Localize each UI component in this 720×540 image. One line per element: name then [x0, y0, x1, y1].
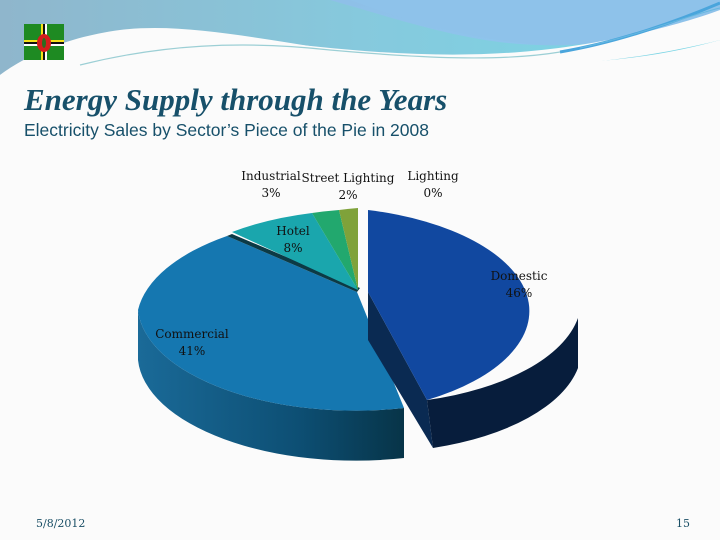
label-value: 8% — [283, 241, 303, 255]
slice-street-lighting — [339, 208, 358, 290]
label-industrial: Industrial 3% — [241, 168, 300, 202]
label-hotel: Hotel 8% — [276, 223, 309, 257]
slice-commercial-side — [138, 310, 404, 461]
label-value: 3% — [261, 186, 281, 200]
label-value: 0% — [423, 186, 443, 200]
label-lighting: Lighting 0% — [407, 168, 458, 202]
slice-domestic-side — [368, 292, 433, 448]
slice-hotel — [232, 213, 358, 290]
label-street-lighting: Street Lighting 2% — [302, 170, 395, 204]
label-name: Commercial — [155, 327, 229, 341]
footer-date: 5/8/2012 — [36, 517, 86, 530]
label-value: 46% — [505, 286, 533, 300]
slide-subtitle: Electricity Sales by Sector’s Piece of t… — [24, 120, 429, 140]
label-name: Hotel — [276, 224, 310, 238]
label-name: Industrial — [241, 169, 301, 183]
label-name: Street Lighting — [301, 171, 395, 185]
label-domestic: Domestic 46% — [491, 268, 548, 302]
slice-commercial — [138, 236, 404, 411]
slice-industrial — [312, 210, 358, 290]
label-value: 2% — [338, 188, 358, 202]
label-value: 41% — [178, 344, 206, 358]
slide-title: Energy Supply through the Years — [24, 82, 448, 117]
dominica-flag-icon — [24, 24, 64, 60]
label-commercial: Commercial 41% — [155, 326, 229, 360]
page-number: 15 — [676, 517, 690, 530]
slice-domestic — [368, 210, 530, 400]
label-name: Lighting — [407, 169, 459, 183]
label-name: Domestic — [490, 269, 548, 283]
